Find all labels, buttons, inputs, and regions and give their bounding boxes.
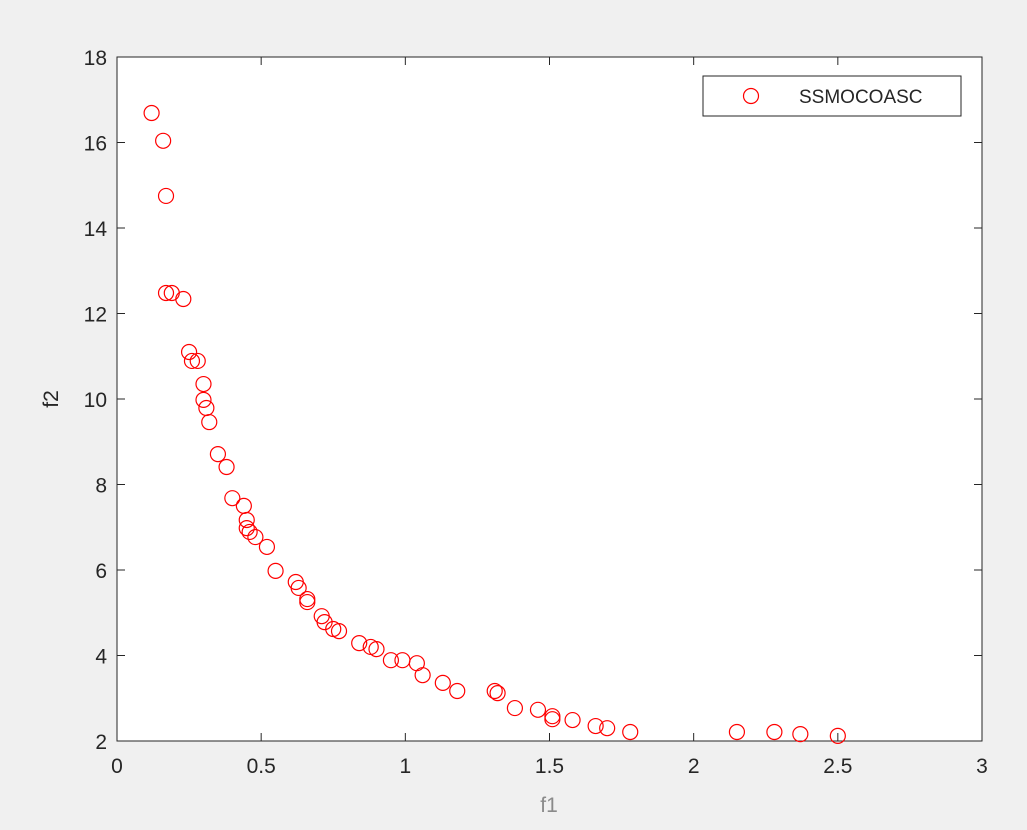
point: [218, 458, 235, 476]
point: [351, 635, 368, 652]
point: [544, 711, 561, 728]
point: [157, 284, 175, 302]
y-tick-label: 4: [95, 646, 107, 669]
point: [238, 511, 255, 529]
point: [183, 352, 201, 370]
point: [382, 652, 400, 669]
x-tick-label: 0: [111, 755, 123, 778]
x-tick-label: 0.5: [247, 755, 276, 778]
y-tick-label: 10: [84, 389, 107, 412]
x-tick-label: 3: [976, 755, 988, 778]
point: [290, 579, 307, 597]
y-tick-label: 6: [95, 560, 107, 583]
point: [829, 727, 846, 744]
y-tick-label: 2: [95, 731, 107, 754]
point: [241, 523, 258, 541]
point: [157, 187, 175, 205]
point: [155, 132, 172, 149]
point: [489, 685, 506, 702]
point: [247, 528, 264, 546]
axes-box: [116, 56, 983, 742]
y-tick-label: 16: [84, 133, 107, 156]
point: [180, 343, 198, 361]
point: [330, 623, 348, 640]
y-tick-label: 12: [84, 304, 107, 327]
y-tick-label: 18: [84, 47, 107, 70]
y-tick-label: 8: [95, 475, 107, 498]
point: [195, 375, 212, 393]
point: [299, 593, 316, 611]
legend-marker: [742, 87, 760, 105]
x-tick-label: 2: [688, 755, 700, 778]
legend-label: SSMOCOASC: [799, 87, 923, 108]
y-tick-label: 14: [84, 218, 108, 241]
point: [368, 640, 385, 658]
point: [486, 682, 503, 700]
point: [766, 723, 783, 741]
point: [258, 538, 276, 556]
point: [414, 667, 431, 684]
legend-box: [702, 75, 962, 117]
point: [195, 391, 212, 408]
point: [175, 290, 192, 308]
point: [267, 562, 284, 579]
point: [564, 711, 581, 729]
x-tick-label: 1: [399, 755, 411, 778]
x-axis-label: f1: [540, 794, 558, 817]
point: [728, 723, 746, 741]
point: [201, 413, 218, 431]
point: [506, 699, 524, 717]
point: [238, 520, 255, 537]
point: [622, 723, 639, 741]
point: [189, 352, 206, 370]
point: [792, 726, 809, 743]
point: [529, 701, 547, 718]
point: [587, 717, 604, 735]
y-axis-label: f2: [40, 390, 63, 408]
point: [434, 674, 451, 691]
x-tick-label: 2.5: [823, 755, 852, 778]
x-tick-label: 1.5: [535, 755, 564, 778]
point: [143, 104, 160, 122]
point: [209, 446, 227, 463]
point: [224, 490, 241, 507]
plot-area: [117, 57, 982, 741]
point: [599, 720, 616, 737]
point: [449, 682, 466, 700]
